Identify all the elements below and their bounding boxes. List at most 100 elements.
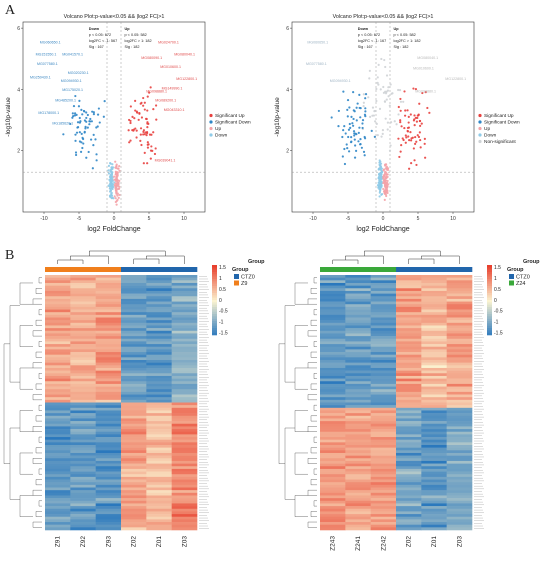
heatmap-cell — [70, 309, 96, 313]
heatmap-cell — [121, 511, 147, 515]
significant-down-point — [83, 130, 86, 133]
up-point — [386, 185, 389, 189]
stats-down-text: p < 0.05: 672 — [89, 33, 111, 37]
heatmap-cell — [421, 290, 447, 294]
significant-up-point — [129, 105, 132, 108]
column-label: Z03 — [456, 536, 463, 548]
heatmap-cell — [70, 360, 96, 363]
heatmap-cell — [171, 450, 198, 454]
heatmap-cell — [45, 285, 71, 289]
heatmap-cell — [345, 498, 371, 502]
significant-up-point — [411, 136, 414, 139]
heatmap-cell — [95, 484, 122, 488]
heatmap-cell — [95, 498, 122, 502]
significant-up-point — [414, 135, 417, 139]
heatmap-cell — [171, 304, 198, 308]
heatmap-cell — [146, 527, 172, 531]
heatmap-cell — [421, 344, 447, 348]
non-significant-point — [391, 92, 394, 95]
significant-up-point — [142, 162, 145, 165]
heatmap-cell — [421, 336, 447, 340]
heatmap-cell — [320, 309, 346, 313]
heatmap-cell — [320, 429, 346, 433]
up-point — [383, 198, 386, 201]
heatmap-cell — [70, 474, 96, 478]
heatmap-cell — [345, 516, 371, 520]
significant-up-point — [155, 118, 158, 121]
heatmap-cell — [396, 498, 422, 502]
heatmap-cell — [396, 280, 422, 284]
heatmap-cell — [70, 304, 96, 308]
heatmap-cell — [121, 304, 147, 308]
heatmap-cell — [396, 320, 422, 324]
heatmap-cell — [345, 434, 371, 438]
heatmap-cell — [70, 312, 96, 316]
significant-down-point — [86, 113, 89, 117]
heatmap-cell — [171, 463, 198, 467]
significant-up-point — [398, 155, 401, 159]
heatmap-cell — [171, 296, 198, 300]
gene-label: MG077580.1 — [37, 62, 58, 66]
heatmap-cell — [370, 482, 397, 486]
heatmap-cell — [345, 418, 371, 422]
x-tick-label: -5 — [346, 216, 351, 222]
heatmap-cell — [345, 474, 371, 478]
heatmap-cell — [396, 423, 422, 427]
significant-down-point — [78, 131, 81, 134]
heatmap-cell — [446, 275, 473, 278]
heatmap-cell — [70, 296, 96, 300]
non-significant-point — [389, 144, 392, 147]
legend-marker — [209, 126, 213, 131]
non-significant-point — [380, 57, 383, 61]
heatmap-cell — [95, 405, 122, 409]
up-point — [384, 179, 387, 182]
heatmap-cell — [446, 378, 473, 382]
heatmap-cell — [70, 354, 96, 358]
heatmap-cell — [146, 498, 172, 502]
colorbar-segment — [212, 325, 217, 329]
heatmap-cell — [171, 391, 198, 395]
heatmap-cell — [446, 508, 473, 512]
heatmap-cell — [320, 442, 346, 446]
heatmap-cell — [146, 293, 172, 297]
significant-down-point — [351, 122, 354, 125]
significant-down-point — [80, 108, 83, 111]
significant-up-point — [397, 137, 400, 140]
heatmap-cell — [171, 482, 198, 486]
heatmap-cell — [95, 309, 122, 313]
heatmap-cell — [146, 445, 172, 448]
heatmap-cell — [396, 463, 422, 467]
heatmap-cell — [45, 458, 71, 462]
heatmap-cell — [171, 314, 198, 318]
heatmap-cell — [396, 468, 422, 472]
heatmap-cell — [146, 336, 172, 340]
heatmap-cell — [370, 290, 397, 294]
group-legend-swatch — [234, 280, 239, 286]
heatmap-cell — [171, 484, 198, 488]
significant-up-point — [417, 135, 421, 139]
heatmap-cell — [370, 405, 397, 409]
heatmap-cell — [421, 442, 447, 446]
non-significant-point — [397, 88, 400, 92]
down-point — [377, 186, 380, 189]
significant-up-point — [399, 150, 402, 153]
heatmap-cell — [345, 487, 371, 491]
heatmap-cell — [421, 381, 447, 385]
heatmap-cell — [95, 460, 122, 464]
heatmap-cell — [146, 362, 172, 366]
significant-down-point — [75, 113, 78, 116]
significant-down-point — [361, 122, 364, 125]
significant-down-point — [89, 117, 92, 121]
significant-down-point — [343, 162, 347, 166]
heatmap-cell — [70, 442, 96, 446]
heatmap-cell — [421, 455, 447, 459]
heatmap-cell — [70, 367, 96, 371]
heatmap-cell — [121, 519, 147, 523]
heatmap-cell — [146, 474, 172, 478]
heatmap-cell — [446, 503, 473, 507]
heatmap-cell — [345, 426, 371, 430]
group-annotation-bar — [95, 267, 122, 272]
heatmap-cell — [345, 320, 371, 324]
colorbar-segment — [487, 304, 492, 308]
significant-up-point — [400, 144, 403, 147]
